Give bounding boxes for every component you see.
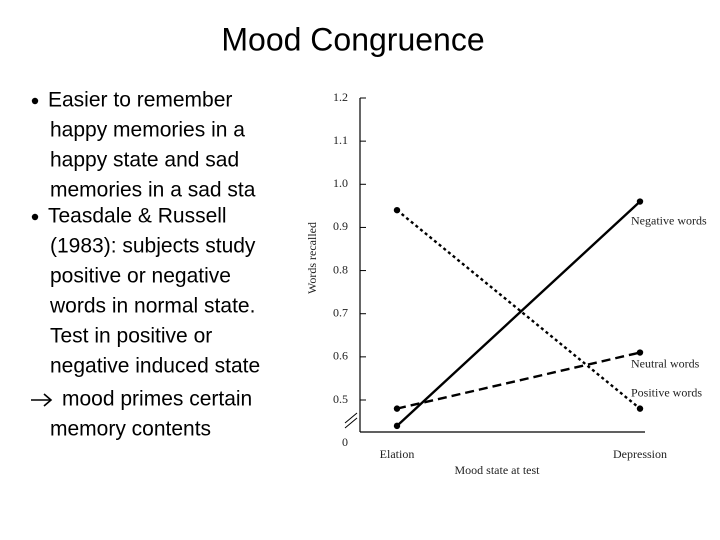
bullet-dot xyxy=(31,97,39,105)
conclusion-text: memory contents xyxy=(50,418,211,441)
bullet-text: Easier to remember xyxy=(48,89,232,112)
conclusion-text: mood primes certain xyxy=(62,388,252,411)
y-tick-label: 0.9 xyxy=(333,219,348,233)
data-point xyxy=(393,405,401,412)
y-tick-label: 1.2 xyxy=(333,90,348,104)
bullet-text: happy memories in a xyxy=(50,119,245,142)
series-label: Positive words xyxy=(631,385,702,399)
bullet-text: Test in positive or xyxy=(50,325,212,348)
chart-background xyxy=(285,75,720,485)
data-point xyxy=(393,422,401,430)
y-tick-label: 0 xyxy=(342,435,348,449)
x-axis-label: Mood state at test xyxy=(455,463,541,477)
slide-title: Mood Congruence xyxy=(221,21,484,57)
series-line xyxy=(396,200,641,427)
y-tick-label: 0.8 xyxy=(333,262,348,276)
bullet-dot xyxy=(31,213,39,221)
y-axis-label: Words recalled xyxy=(305,222,319,294)
y-tick-label: 0.7 xyxy=(333,305,348,319)
x-tick-label: Depression xyxy=(613,447,667,461)
y-tick-label: 1.1 xyxy=(333,133,348,147)
arrow-icon xyxy=(31,393,53,407)
y-tick-label: 0.6 xyxy=(333,349,348,363)
y-tick-label: 1.0 xyxy=(333,176,348,190)
data-point xyxy=(636,405,644,412)
bullet-text: memories in a sad sta xyxy=(50,179,256,202)
bullet-text: positive or negative xyxy=(50,265,231,288)
bullet-text: happy state and sad xyxy=(50,149,239,172)
data-point xyxy=(393,206,401,214)
series-label: Negative words xyxy=(631,213,707,227)
axis-break xyxy=(344,412,358,429)
bullet-text: words in normal state. xyxy=(49,295,255,318)
data-point xyxy=(636,198,644,205)
y-tick-label: 0.5 xyxy=(333,392,348,406)
bullet-text: negative induced state xyxy=(50,355,260,378)
x-tick-label: Elation xyxy=(380,447,415,461)
series-line xyxy=(396,209,641,410)
data-point xyxy=(636,349,644,356)
series-label: Neutral words xyxy=(631,356,700,370)
bullet-text: (1983): subjects study xyxy=(50,235,256,258)
bullet-text: Teasdale & Russell xyxy=(48,205,227,228)
